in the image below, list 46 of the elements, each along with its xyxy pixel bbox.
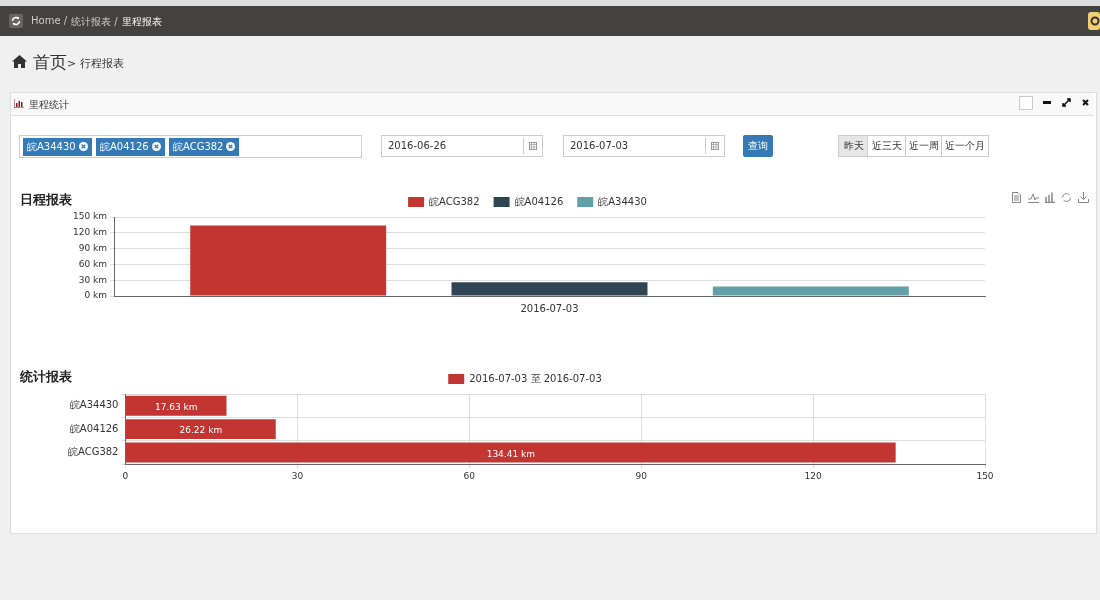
y-tick-label: 90 km <box>78 242 108 253</box>
text: 近一个月 <box>941 135 989 157</box>
bar <box>125 419 276 440</box>
chart-title: 日程报表 <box>20 191 72 209</box>
y-tick-label: 皖A34430 <box>69 399 119 411</box>
text: 昨天 <box>838 135 869 157</box>
legend-label: 皖ACG382 <box>429 195 480 207</box>
text: 2016-06-26 <box>381 135 543 157</box>
bar <box>125 442 896 463</box>
text: 皖ACG382 <box>169 138 240 156</box>
text: 里程统计 <box>29 98 69 112</box>
x-tick-label: 120 <box>804 470 822 481</box>
text: 近三天 <box>867 135 907 157</box>
bar <box>190 225 387 296</box>
data-label: 134.41 km <box>486 448 535 459</box>
x-tick-label: 90 <box>635 470 648 481</box>
x-tick-label: 30 <box>291 470 304 481</box>
text: 统计报表 / <box>71 15 118 29</box>
data-label: 17.63 km <box>154 402 198 413</box>
text: > 行程报表 <box>67 56 124 71</box>
y-tick-label: 120 km <box>72 227 108 238</box>
bar <box>451 282 648 296</box>
legend-label: 皖A34430 <box>598 195 647 207</box>
y-tick-label: 0 km <box>84 290 108 301</box>
x-tick-label: 60 <box>463 470 476 481</box>
text: 里程报表 <box>121 15 162 29</box>
x-tick-label: 150 <box>976 470 994 481</box>
text: 皖A34430 <box>23 138 92 156</box>
y-tick-label: 皖ACG382 <box>68 446 119 458</box>
legend-label: 皖A04126 <box>514 195 564 207</box>
y-tick-label: 150 km <box>72 211 108 222</box>
text: 皖A04126 <box>96 138 165 156</box>
y-tick-label: 皖A04126 <box>69 422 119 434</box>
bar <box>125 395 227 416</box>
y-tick-label: 30 km <box>78 274 108 285</box>
chart-title: 统计报表 <box>20 368 72 386</box>
text: Home / <box>31 15 68 28</box>
data-label: 26.22 km <box>179 425 223 436</box>
y-tick-label: 60 km <box>78 258 108 269</box>
legend-label: 2016-07-03 至 2016-07-03 <box>469 372 602 384</box>
text: 首页 <box>33 51 67 74</box>
x-tick-label: 0 <box>122 470 129 481</box>
bar <box>712 286 909 296</box>
text: 2016-07-03 <box>563 135 725 157</box>
text: 查询 <box>743 135 773 157</box>
text: 近一周 <box>905 135 943 157</box>
